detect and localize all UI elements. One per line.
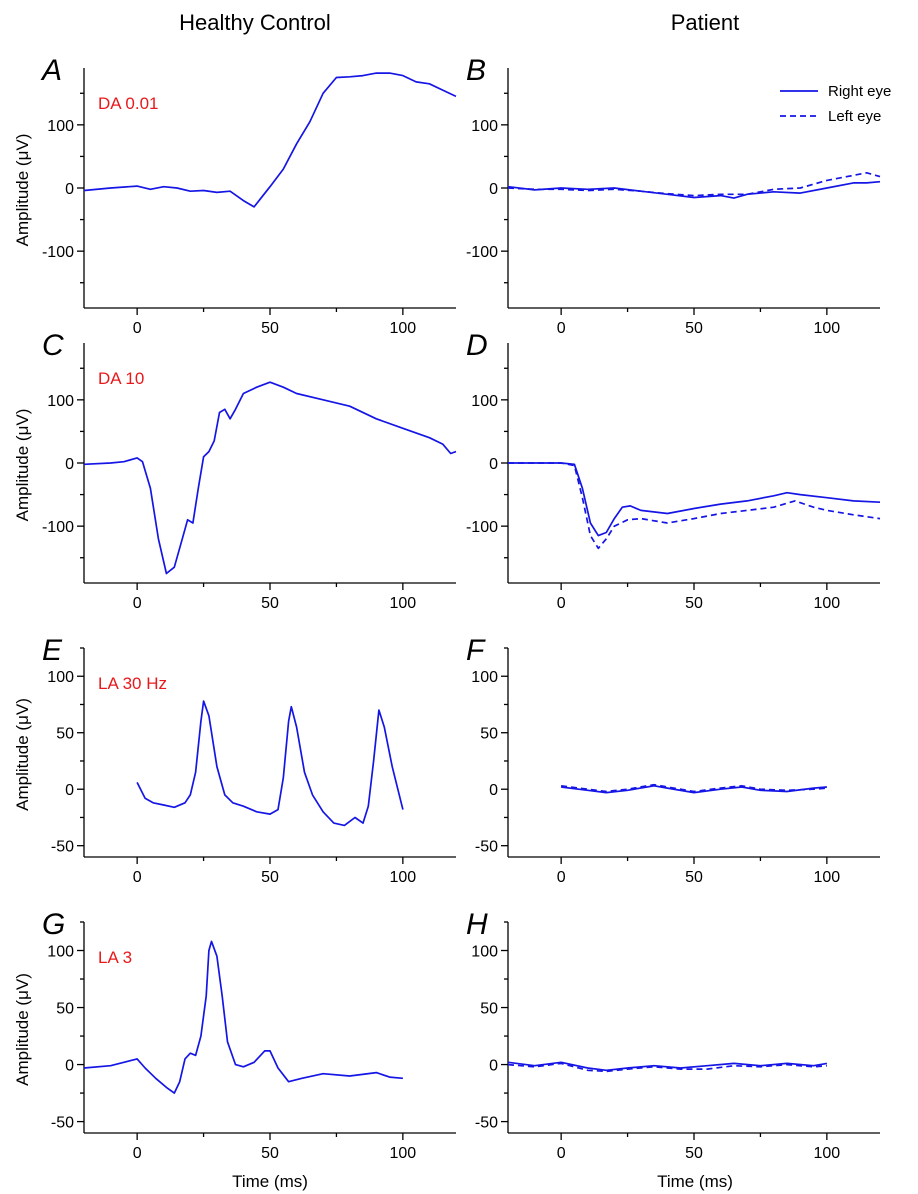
- x-tick-label: 100: [390, 869, 417, 886]
- erg-trace: [83, 940, 403, 1094]
- y-tick-label: 100: [471, 393, 498, 410]
- y-tick-label: 100: [47, 118, 74, 135]
- y-tick-label: -50: [51, 1115, 74, 1132]
- y-tick-label: -100: [466, 244, 498, 261]
- panel-letter: H: [466, 908, 488, 941]
- legend: Right eye Left eye: [780, 83, 891, 125]
- y-tick-label: -100: [42, 244, 74, 261]
- y-tick-label: 0: [489, 1058, 498, 1075]
- right-eye-trace: [560, 784, 827, 794]
- x-tick-label: 50: [261, 320, 279, 337]
- x-tick-label: 100: [390, 320, 417, 337]
- panel-letter: D: [466, 329, 488, 362]
- y-tick-label: 100: [471, 669, 498, 686]
- panel-letter: F: [466, 634, 486, 667]
- right-eye-trace: [507, 180, 881, 199]
- y-tick-label: 100: [471, 944, 498, 961]
- erg-trace: [83, 72, 457, 208]
- panel-c: -100 0 100 0 50 100 Amplitude (μV) C DA 10: [13, 329, 457, 612]
- panel-h: -50 0 50 100 0 50 100 H: [466, 908, 880, 1162]
- panel-g: -50 0 50 100 0 50 100 Amplitude (μV) G LA 3: [13, 908, 456, 1162]
- y-tick-label: -50: [475, 1115, 498, 1132]
- x-tick-label: 100: [390, 595, 417, 612]
- panel-letter: G: [42, 908, 65, 941]
- x-tick-label: 50: [685, 595, 703, 612]
- y-tick-label: 0: [65, 181, 74, 198]
- y-tick-label: 50: [56, 726, 74, 743]
- y-tick-label: 100: [47, 944, 74, 961]
- column-title-patient: Patient: [671, 10, 740, 35]
- panel-b: -100 0 100 0 50 100 B: [466, 54, 881, 337]
- x-tick-label: 0: [557, 1145, 566, 1162]
- panel-e: -50 0 50 100 0 50 100 Amplitude (μV) E LA 30 Hz: [13, 634, 456, 886]
- x-tick-label: 0: [557, 869, 566, 886]
- y-tick-label: -50: [475, 839, 498, 856]
- y-tick-label: -50: [51, 839, 74, 856]
- y-tick-label: 50: [480, 726, 498, 743]
- y-tick-label: 100: [47, 393, 74, 410]
- x-tick-label: 50: [261, 1145, 279, 1162]
- x-tick-label: 0: [557, 595, 566, 612]
- legend-right-eye: Right eye: [828, 83, 891, 100]
- column-title-healthy-control: Healthy Control: [179, 10, 331, 35]
- x-tick-label: 0: [133, 1145, 142, 1162]
- x-tick-label: 100: [814, 320, 841, 337]
- right-eye-trace: [507, 1061, 828, 1072]
- x-tick-label: 100: [390, 1145, 417, 1162]
- x-tick-label: 0: [133, 320, 142, 337]
- x-tick-label: 100: [814, 1145, 841, 1162]
- panel-letter: B: [466, 54, 486, 87]
- x-axis-label-right: Time (ms): [657, 1172, 733, 1191]
- condition-label: DA 0.01: [98, 94, 159, 113]
- y-tick-label: 0: [65, 456, 74, 473]
- y-tick-label: 0: [489, 456, 498, 473]
- y-tick-label: 0: [65, 1058, 74, 1075]
- y-tick-label: -100: [466, 519, 498, 536]
- y-tick-label: 100: [47, 669, 74, 686]
- y-tick-label: 100: [471, 118, 498, 135]
- panel-letter: A: [40, 54, 62, 87]
- y-axis-label: Amplitude (μV): [13, 409, 32, 522]
- y-tick-label: 0: [489, 782, 498, 799]
- x-tick-label: 50: [261, 869, 279, 886]
- x-tick-label: 100: [814, 595, 841, 612]
- right-eye-trace: [508, 462, 881, 537]
- x-tick-label: 0: [133, 869, 142, 886]
- x-axis-label-left: Time (ms): [232, 1172, 308, 1191]
- y-tick-label: -100: [42, 519, 74, 536]
- y-tick-label: 0: [489, 181, 498, 198]
- x-tick-label: 50: [685, 869, 703, 886]
- panel-a: -100 0 100 0 50 100 Amplitude (μV) A DA 0.01: [13, 54, 457, 337]
- panel-letter: E: [42, 634, 63, 667]
- condition-label: LA 30 Hz: [98, 674, 167, 693]
- left-eye-trace: [507, 1062, 827, 1073]
- x-tick-label: 50: [685, 1145, 703, 1162]
- x-tick-label: 50: [261, 595, 279, 612]
- condition-label: DA 10: [98, 369, 144, 388]
- erg-trace: [136, 700, 404, 827]
- y-tick-label: 50: [480, 1001, 498, 1018]
- panel-f: -50 0 50 100 0 50 100 F: [466, 634, 880, 886]
- left-eye-trace: [507, 171, 881, 197]
- y-axis-label: Amplitude (μV): [13, 134, 32, 247]
- x-tick-label: 0: [557, 320, 566, 337]
- legend-left-eye: Left eye: [828, 108, 881, 125]
- left-eye-trace: [560, 783, 827, 793]
- condition-label: LA 3: [98, 948, 132, 967]
- x-tick-label: 100: [814, 869, 841, 886]
- y-axis-label: Amplitude (μV): [13, 973, 32, 1086]
- erg-trace: [83, 381, 457, 575]
- y-tick-label: 0: [65, 782, 74, 799]
- y-tick-label: 50: [56, 1001, 74, 1018]
- panel-letter: C: [42, 329, 64, 362]
- x-tick-label: 0: [133, 595, 142, 612]
- x-tick-label: 50: [685, 320, 703, 337]
- panel-d: -100 0 100 0 50 100 D: [466, 329, 881, 612]
- left-eye-trace: [508, 462, 881, 550]
- y-axis-label: Amplitude (μV): [13, 698, 32, 811]
